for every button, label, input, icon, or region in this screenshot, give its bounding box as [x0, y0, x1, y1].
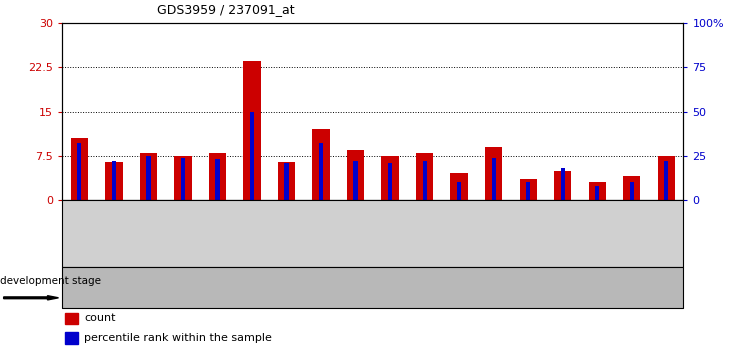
Bar: [347, 150, 364, 200]
Bar: [71, 138, 88, 200]
Text: GSM456655: GSM456655: [489, 203, 498, 258]
Text: GSM456659: GSM456659: [627, 203, 636, 258]
Text: GSM456649: GSM456649: [282, 203, 291, 258]
Bar: [278, 162, 295, 200]
Bar: [664, 161, 668, 200]
Bar: [388, 163, 392, 200]
Text: morula: morula: [510, 282, 547, 293]
Text: GSM456648: GSM456648: [248, 203, 257, 258]
Bar: [319, 143, 323, 200]
Bar: [354, 161, 357, 200]
Text: GSM456650: GSM456650: [317, 203, 325, 258]
Bar: [373, 267, 477, 308]
Bar: [250, 112, 254, 200]
Bar: [520, 179, 537, 200]
Text: count: count: [84, 314, 115, 324]
Bar: [658, 156, 675, 200]
Bar: [269, 267, 373, 308]
Text: 8-cell embryo: 8-cell embryo: [389, 282, 461, 293]
Bar: [146, 156, 151, 200]
Bar: [62, 267, 166, 308]
Bar: [554, 171, 572, 200]
Bar: [284, 163, 289, 200]
Text: GDS3959 / 237091_at: GDS3959 / 237091_at: [157, 3, 295, 16]
Text: 4-cell embryo: 4-cell embryo: [285, 282, 357, 293]
Text: GSM456658: GSM456658: [593, 203, 602, 258]
Bar: [312, 129, 330, 200]
Text: GSM456643: GSM456643: [75, 203, 84, 258]
Text: 2-cell embryo: 2-cell embryo: [181, 282, 254, 293]
Text: 1-cell embryo: 1-cell embryo: [78, 282, 150, 293]
Bar: [243, 61, 261, 200]
Bar: [595, 186, 599, 200]
Text: GSM456653: GSM456653: [420, 203, 429, 258]
Bar: [416, 153, 433, 200]
Text: GSM456644: GSM456644: [110, 203, 118, 258]
Text: development stage: development stage: [0, 275, 101, 286]
Bar: [209, 153, 226, 200]
Text: GSM456647: GSM456647: [213, 203, 222, 258]
Bar: [65, 313, 77, 324]
Bar: [112, 161, 116, 200]
Bar: [174, 156, 192, 200]
Bar: [623, 176, 640, 200]
Bar: [485, 147, 502, 200]
Bar: [580, 267, 683, 308]
Bar: [526, 182, 530, 200]
Text: GSM456652: GSM456652: [385, 203, 395, 258]
Bar: [181, 158, 185, 200]
Text: GSM456654: GSM456654: [455, 203, 463, 258]
Text: GSM456660: GSM456660: [662, 203, 671, 258]
Bar: [629, 182, 634, 200]
Text: percentile rank within the sample: percentile rank within the sample: [84, 333, 272, 343]
Bar: [561, 168, 565, 200]
Bar: [105, 162, 123, 200]
Text: GSM456645: GSM456645: [144, 203, 153, 258]
Bar: [216, 159, 219, 200]
Bar: [166, 267, 269, 308]
Text: GSM456646: GSM456646: [178, 203, 187, 258]
Bar: [65, 332, 77, 344]
Bar: [588, 182, 606, 200]
Bar: [77, 143, 81, 200]
Bar: [423, 161, 427, 200]
Bar: [140, 153, 157, 200]
Bar: [457, 182, 461, 200]
Text: blastocyst: blastocyst: [605, 282, 659, 293]
Bar: [491, 158, 496, 200]
Bar: [382, 156, 398, 200]
Bar: [450, 173, 468, 200]
Text: GSM456657: GSM456657: [558, 203, 567, 258]
Bar: [477, 267, 580, 308]
Text: GSM456656: GSM456656: [523, 203, 533, 258]
Text: GSM456651: GSM456651: [351, 203, 360, 258]
